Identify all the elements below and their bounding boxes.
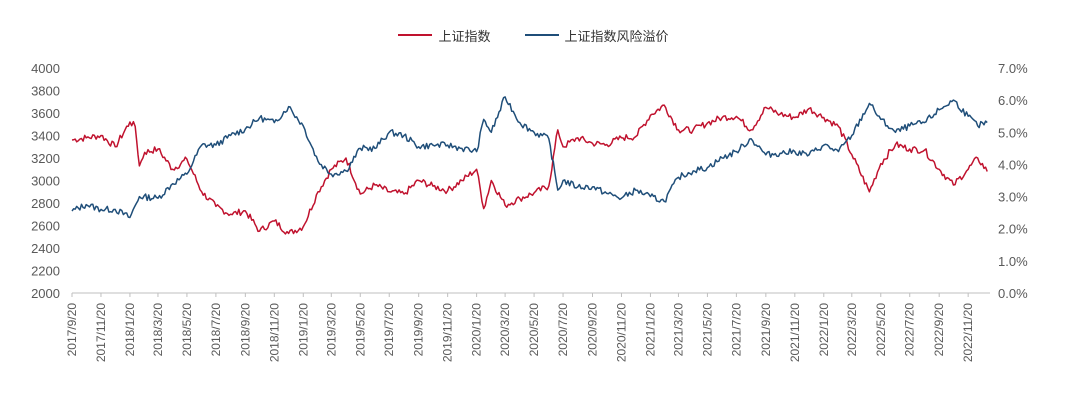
x-tick-label: 2021/7/20 [729,303,743,357]
x-tick-label: 2022/3/20 [845,303,859,357]
x-tick-label: 2020/11/20 [614,303,628,362]
y-right-tick-label: 7.0% [998,61,1028,76]
x-tick-label: 2019/3/20 [324,303,338,357]
x-tick-label: 2019/9/20 [412,303,426,357]
x-tick-label: 2019/11/20 [441,303,455,362]
x-tick-label: 2020/7/20 [556,303,570,357]
legend-label-risk-premium: 上证指数风险溢价 [564,29,669,45]
x-tick-label: 2018/11/20 [267,303,281,362]
x-tick-label: 2017/9/20 [65,303,79,357]
y-left-tick-label: 3400 [31,129,60,144]
legend-item-index: 上证指数 [398,26,491,45]
y-right-tick-label: 5.0% [998,125,1028,140]
y-right-tick-label: 2.0% [998,222,1028,237]
x-tick-label: 2022/5/20 [874,303,888,357]
x-tick-label: 2019/5/20 [353,303,367,357]
legend-item-risk-premium: 上证指数风险溢价 [524,26,669,45]
x-tick-label: 2020/5/20 [527,303,541,357]
y-left-tick-label: 2800 [31,196,60,211]
y-left-tick-label: 2600 [31,219,60,234]
y-left-tick-label: 2000 [31,286,60,301]
x-tick-label: 2019/7/20 [382,303,396,357]
x-tick-label: 2020/1/20 [470,303,484,357]
x-tick-label: 2021/1/20 [643,303,657,357]
x-tick-label: 2018/9/20 [238,303,252,357]
series-line-index [71,104,988,235]
x-tick-label: 2020/9/20 [586,303,600,357]
x-tick-label: 2018/7/20 [209,303,223,357]
x-tick-label: 2022/1/20 [817,303,831,357]
legend: 上证指数 上证指数风险溢价 [0,22,1067,48]
x-tick-label: 2021/11/20 [788,303,802,362]
y-right-tick-label: 3.0% [998,190,1028,205]
x-tick-label: 2022/11/20 [961,303,975,362]
y-left-tick-label: 3000 [31,174,60,189]
x-tick-label: 2019/1/20 [296,303,310,357]
x-tick-label: 2017/11/20 [94,303,108,362]
legend-label-index: 上证指数 [438,29,491,45]
x-tick-label: 2018/3/20 [151,303,165,357]
y-right-tick-label: 1.0% [998,254,1028,269]
y-left-tick-label: 2400 [31,241,60,256]
x-tick-label: 2021/9/20 [759,303,773,357]
legend-swatch-index [398,34,433,36]
legend-swatch-risk-premium [524,34,559,36]
x-tick-label: 2022/7/20 [903,303,917,357]
y-right-tick-label: 0.0% [998,286,1028,301]
y-left-tick-label: 3200 [31,151,60,166]
x-tick-label: 2021/3/20 [671,303,685,357]
x-tick-label: 2018/5/20 [180,303,194,357]
x-tick-label: 2020/3/20 [498,303,512,357]
y-right-tick-label: 6.0% [998,93,1028,108]
y-right-tick-label: 4.0% [998,157,1028,172]
y-left-tick-label: 3600 [31,106,60,121]
y-left-tick-label: 3800 [31,84,60,99]
x-tick-label: 2022/9/20 [932,303,946,357]
y-left-tick-label: 4000 [31,61,60,76]
y-left-tick-label: 2200 [31,264,60,279]
x-tick-label: 2018/1/20 [123,303,137,357]
series-line-risk-premium [71,96,988,219]
x-tick-label: 2021/5/20 [700,303,714,357]
